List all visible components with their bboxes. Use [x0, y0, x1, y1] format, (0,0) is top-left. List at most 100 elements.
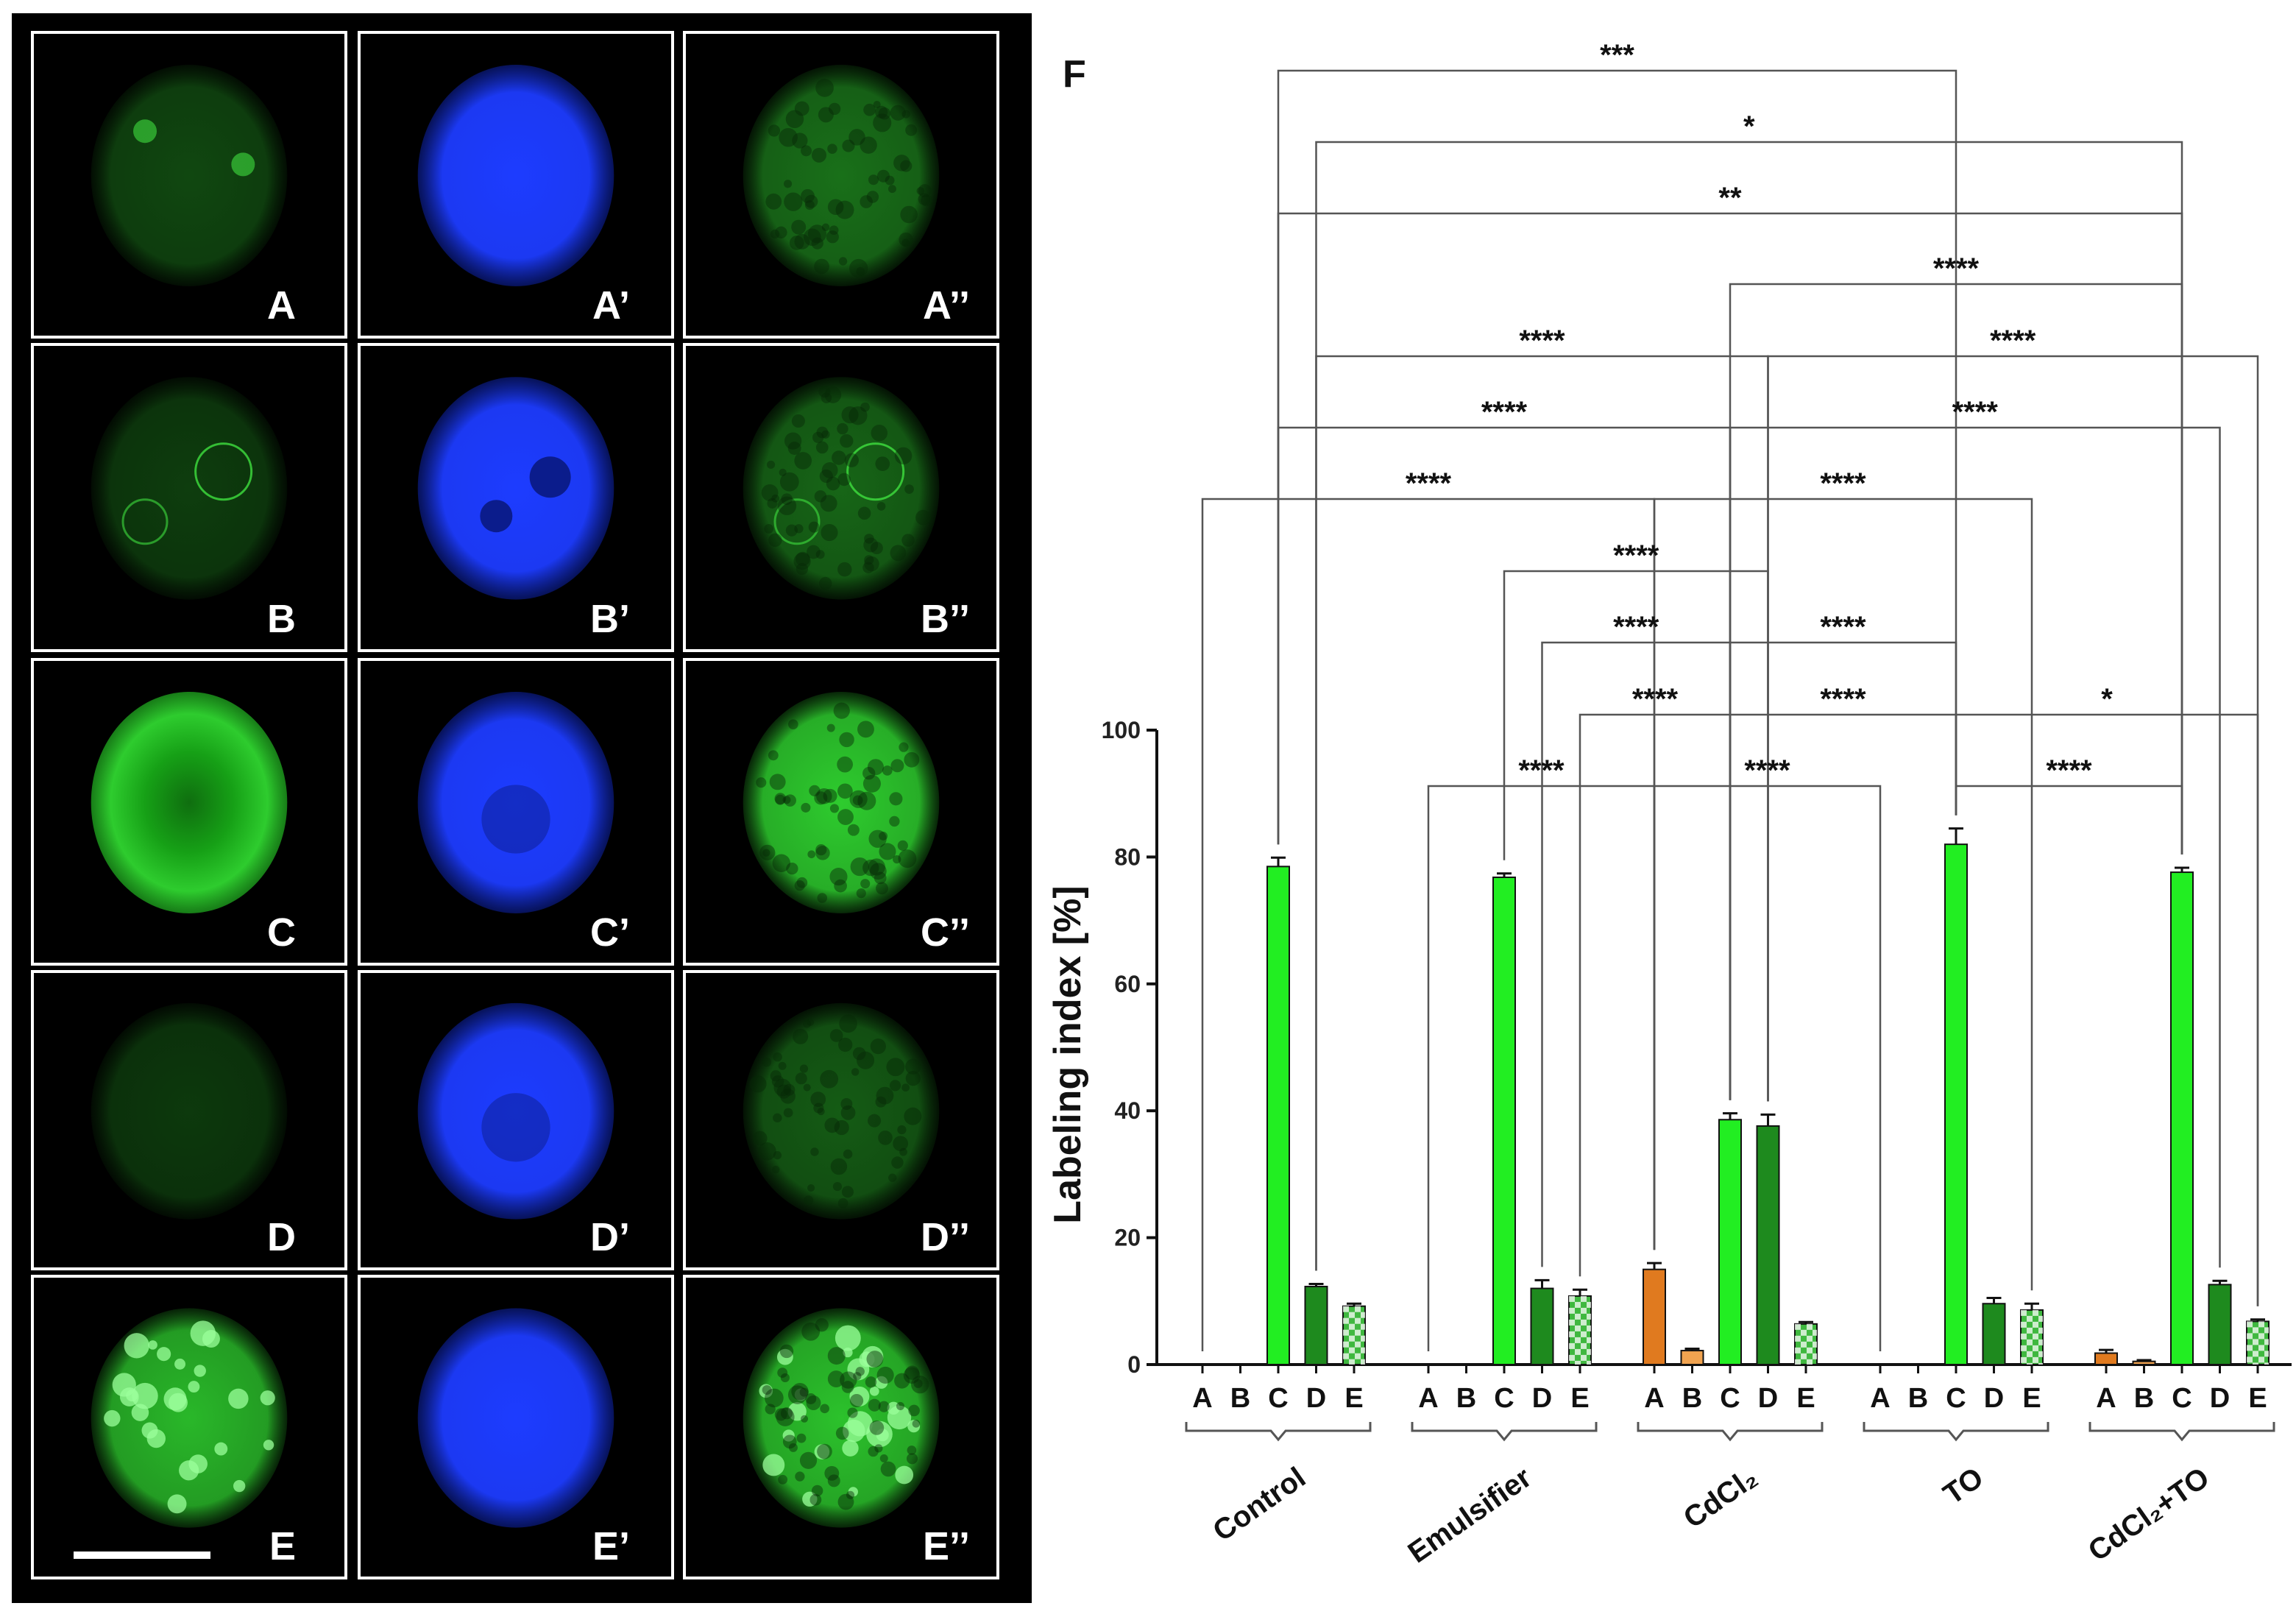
- nucleus-image: [743, 691, 940, 913]
- nucleus-detail: [829, 1029, 843, 1042]
- nucleus-detail: [188, 1454, 208, 1473]
- checker-cell: [1349, 1323, 1355, 1330]
- nucleus-detail: [837, 756, 853, 773]
- checker-cell: [2264, 1351, 2269, 1357]
- nucleus-detail: [857, 1051, 875, 1069]
- significance-label: ****: [1990, 325, 2036, 357]
- checker-cell: [1349, 1312, 1355, 1318]
- nucleus-detail: [852, 1047, 866, 1061]
- nucleus-detail: [886, 1058, 905, 1077]
- significance-label: ****: [1952, 396, 1999, 428]
- nucleus-detail: [874, 1444, 883, 1453]
- checker-cell: [1361, 1335, 1365, 1342]
- checker-cell: [1813, 1353, 1817, 1359]
- nucleus-detail: [756, 777, 767, 788]
- category-label: A: [1418, 1383, 1438, 1414]
- nucleus-detail: [863, 537, 879, 553]
- group-label: CdCl₂: [1678, 1461, 1763, 1535]
- nucleus-detail: [779, 468, 787, 476]
- nucleus-detail: [768, 533, 782, 548]
- bar-emulsifier-d: [1530, 1287, 1554, 1366]
- nucleus-detail: [816, 426, 829, 439]
- nucleus-detail: [840, 1097, 853, 1110]
- nucleus-detail: [824, 1465, 840, 1481]
- nucleus-image: [91, 64, 288, 286]
- nucleus-detail: [818, 386, 831, 398]
- checker-cell: [2021, 1309, 2027, 1316]
- nucleus-detail: [876, 1429, 889, 1442]
- nucleus-detail: [813, 1103, 824, 1114]
- y-tick-label: 60: [1114, 971, 1141, 997]
- nucleus-detail: [815, 79, 834, 97]
- significance-label: ****: [1406, 467, 1452, 500]
- checker-cell: [1361, 1323, 1365, 1330]
- category-label: C: [1720, 1383, 1740, 1414]
- checker-cell: [2021, 1356, 2027, 1363]
- nucleus-detail: [821, 523, 838, 542]
- checker-cell: [1587, 1325, 1591, 1331]
- nucleus-detail: [817, 1443, 832, 1459]
- nucleus-detail: [811, 1485, 823, 1497]
- checker-cell: [1795, 1335, 1801, 1342]
- nucleus-detail: [820, 495, 837, 512]
- nucleus-detail: [824, 1117, 840, 1133]
- nucleus-detail: [869, 1386, 879, 1396]
- category-label: A: [1870, 1383, 1890, 1414]
- nucleus-detail: [779, 1344, 794, 1359]
- checker-cell: [1575, 1325, 1581, 1331]
- micrograph-5-3: E’’: [683, 1275, 999, 1579]
- category-label: A: [2096, 1383, 2116, 1414]
- significance-label: ****: [1933, 252, 1980, 285]
- category-label: B: [1908, 1383, 1928, 1414]
- nucleus-detail: [860, 402, 870, 412]
- nucleus-detail: [761, 484, 779, 501]
- micrograph-frame: [31, 970, 347, 1270]
- checker-cell: [1343, 1317, 1349, 1324]
- nucleus-detail: [885, 175, 895, 185]
- category-label: B: [1230, 1383, 1250, 1414]
- nucleus-detail: [802, 1491, 818, 1507]
- nucleus-detail: [838, 1037, 853, 1052]
- nucleus-detail: [821, 461, 838, 478]
- checker-cell: [2027, 1339, 2033, 1345]
- checker-cell: [1355, 1329, 1361, 1336]
- nucleus-detail: [812, 431, 824, 443]
- y-tick-label: 20: [1114, 1225, 1141, 1251]
- nucleus-detail: [862, 766, 876, 780]
- checker-cell: [2247, 1345, 2253, 1351]
- nucleus-detail: [799, 1064, 809, 1073]
- nucleus-detail: [899, 742, 909, 752]
- checker-cell: [2264, 1339, 2269, 1345]
- significance-label: *: [2101, 683, 2113, 715]
- category-label: B: [1456, 1383, 1476, 1414]
- nucleus-detail: [860, 136, 877, 154]
- checker-cell: [2247, 1333, 2253, 1340]
- nucleus-detail: [879, 831, 888, 841]
- nucleus-detail: [795, 1471, 805, 1482]
- nucleus-detail: [865, 1376, 877, 1388]
- significance-bracket: [1503, 570, 1769, 1102]
- nucleus-detail: [779, 127, 798, 147]
- category-label: D: [1306, 1383, 1326, 1414]
- nucleus-detail: [904, 1107, 922, 1125]
- checker-cell: [1349, 1359, 1355, 1365]
- nucleus-detail: [894, 447, 913, 465]
- micrograph-label: A: [267, 283, 296, 328]
- nucleus-detail: [880, 1461, 896, 1477]
- nucleus-detail: [826, 476, 840, 491]
- micrograph-3-1: C: [31, 658, 347, 966]
- checker-cell: [1813, 1329, 1817, 1336]
- nucleus-detail: [794, 1388, 807, 1401]
- nucleus-detail: [767, 460, 776, 469]
- micrograph-frame: [683, 343, 999, 652]
- checker-cell: [2264, 1327, 2269, 1334]
- checker-cell: [1361, 1347, 1365, 1354]
- checker-cell: [1587, 1360, 1591, 1365]
- nucleus-detail: [829, 225, 839, 236]
- group-bracket: [1411, 1422, 1598, 1442]
- nucleus-detail: [263, 1440, 274, 1451]
- nucleus-detail: [827, 1347, 846, 1365]
- nucleus-detail: [844, 453, 859, 467]
- nucleus-detail: [829, 804, 840, 813]
- scale-bar: [74, 1551, 210, 1559]
